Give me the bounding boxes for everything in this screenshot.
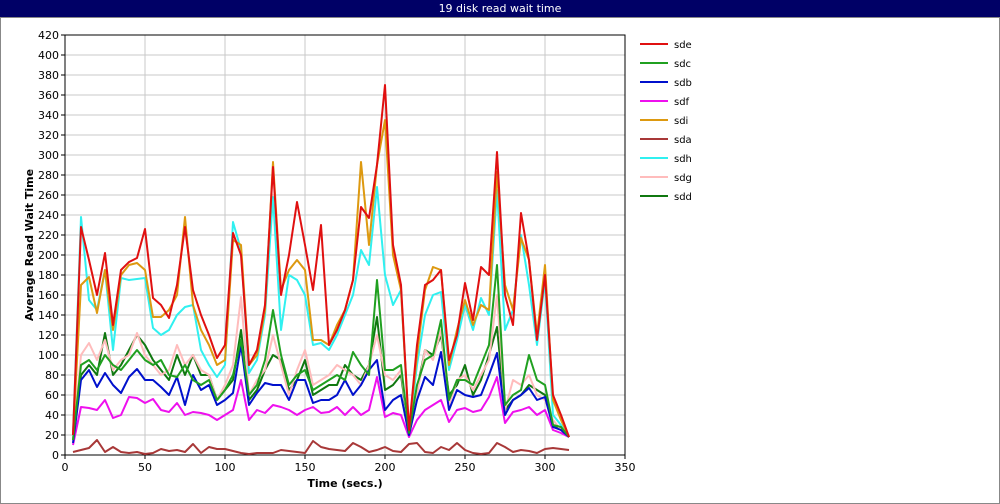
y-axis-label: Average Read Wait Time [23,169,36,321]
y-tick-label: 180 [38,269,59,282]
x-tick-label: 50 [138,461,152,474]
x-axis-label: Time (secs.) [307,477,382,490]
legend-label: sdh [674,154,692,165]
y-tick-label: 320 [38,129,59,142]
x-tick-label: 300 [535,461,556,474]
plot-border [64,34,626,456]
y-tick-label: 300 [38,149,59,162]
y-tick-label: 200 [38,249,59,262]
y-tick-label: 120 [38,329,59,342]
legend-label: sdf [674,97,690,108]
y-tick-label: 20 [45,429,59,442]
y-tick-label: 160 [38,289,59,302]
y-tick-label: 340 [38,109,59,122]
y-tick-label: 280 [38,169,59,182]
series-line [72,119,570,438]
legend-label: sdg [674,173,692,184]
legend-label: sdi [674,116,688,127]
y-tick-label: 400 [38,49,59,62]
y-tick-label: 380 [38,69,59,82]
legend-label: sde [674,40,692,51]
y-tick-label: 140 [38,309,59,322]
legend-label: sdd [674,192,692,203]
series-line [72,84,570,438]
y-tick-label: 80 [45,369,59,382]
x-tick-label: 350 [615,461,636,474]
x-tick-label: 0 [62,461,69,474]
x-tick-label: 200 [375,461,396,474]
y-tick-label: 360 [38,89,59,102]
y-tick-label: 100 [38,349,59,362]
series-line [72,439,570,455]
y-tick-label: 420 [38,29,59,42]
y-tick-label: 240 [38,209,59,222]
y-tick-label: 260 [38,189,59,202]
legend-label: sdc [674,59,691,70]
y-tick-label: 40 [45,409,59,422]
legend-label: sdb [674,78,692,89]
y-tick-label: 0 [52,449,59,462]
chart-title: 19 disk read wait time [439,2,562,15]
y-tick-label: 220 [38,229,59,242]
y-tick-label: 60 [45,389,59,402]
series-line [72,294,570,441]
x-tick-label: 100 [215,461,236,474]
legend-label: sda [674,135,692,146]
series-line [72,344,570,444]
series-line [72,264,570,441]
title-bar [0,0,1000,17]
x-tick-label: 250 [455,461,476,474]
series-line [72,376,570,446]
x-tick-label: 150 [295,461,316,474]
